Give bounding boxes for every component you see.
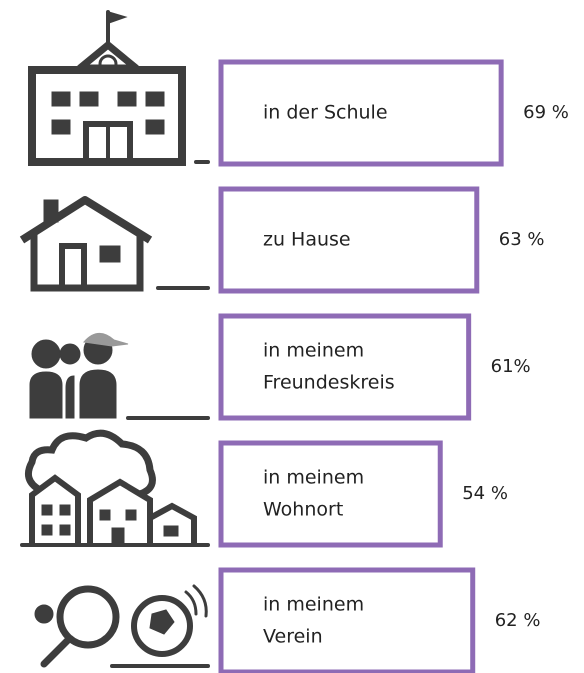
value-label: 69 %: [523, 102, 569, 123]
icon-house: [19, 196, 210, 292]
icon-school: [28, 10, 210, 166]
value-label: 63 %: [499, 229, 545, 250]
category-label: in meinem: [263, 594, 364, 616]
value-label: 61%: [491, 356, 531, 377]
category-label: in der Schule: [263, 102, 388, 124]
icon-friends: [29, 333, 210, 420]
category-label: Wohnort: [263, 499, 343, 521]
bar: [218, 59, 504, 167]
category-label: zu Hause: [263, 229, 351, 251]
bar: [218, 313, 472, 421]
value-label: 54 %: [462, 483, 508, 504]
bar: [218, 567, 476, 673]
bar: [218, 186, 480, 294]
icon-sports: [34, 584, 210, 668]
value-label: 62 %: [495, 610, 541, 631]
category-label: in meinem: [263, 340, 364, 362]
category-label: Verein: [263, 626, 323, 648]
icon-town: [20, 429, 210, 547]
category-label: in meinem: [263, 467, 364, 489]
category-label: Freundeskreis: [263, 372, 395, 394]
bar: [218, 440, 443, 548]
